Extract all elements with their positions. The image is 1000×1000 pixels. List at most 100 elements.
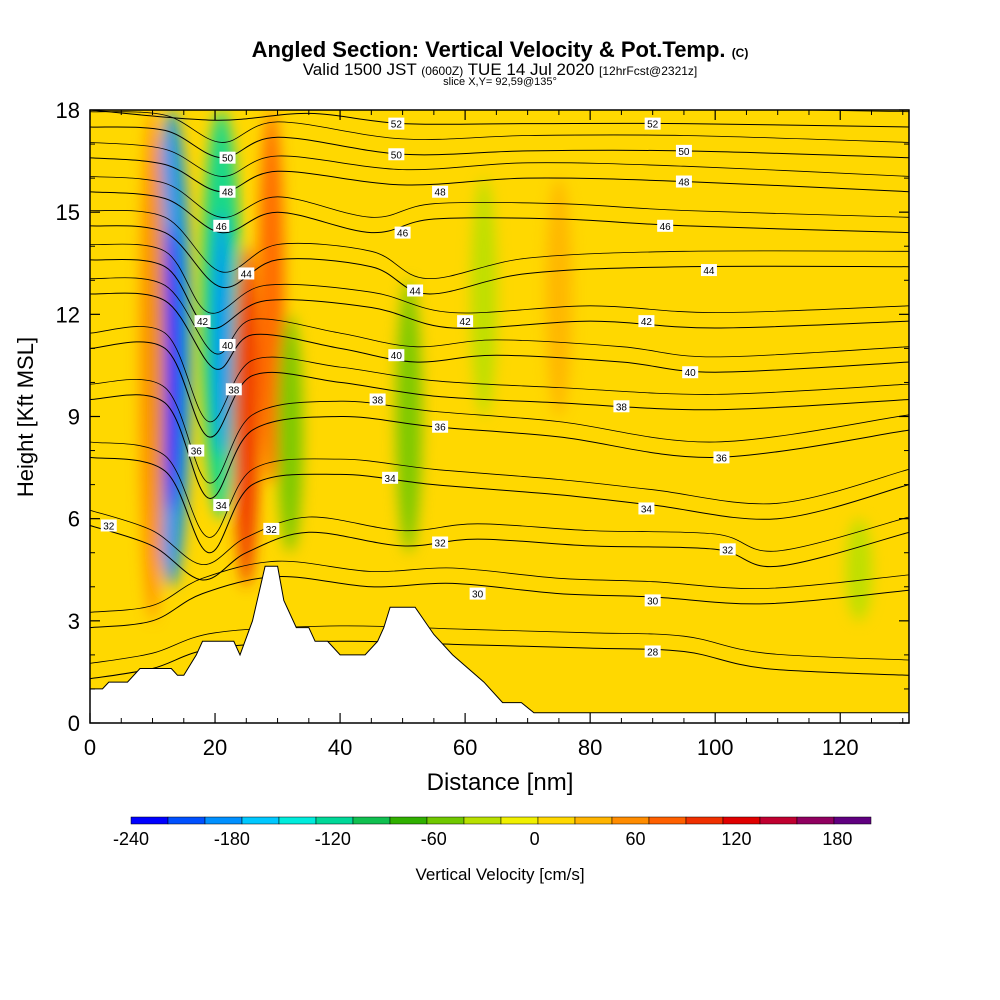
isentrope-label: 40 (222, 341, 234, 352)
velocity-core (162, 225, 181, 512)
isentrope-28 (90, 640, 909, 680)
isentrope-label: 48 (222, 188, 234, 199)
isentrope-label: 34 (385, 474, 397, 485)
colorbar-tick-label: 0 (530, 829, 540, 849)
velocity-cell (258, 110, 285, 485)
isentrope-label-bg (613, 400, 630, 413)
colorbar-swatch (722, 816, 761, 825)
isentrope-52 (90, 110, 909, 128)
colorbar-tick-label: -240 (113, 829, 149, 849)
isentrope-48 (90, 157, 909, 193)
isentrope-label: 36 (435, 423, 447, 434)
isentrope-44 (90, 225, 909, 295)
colorbar-swatch (796, 816, 835, 825)
valid-time-line: Valid 1500 JST (0600Z) TUE 14 Jul 2020 [… (0, 60, 1000, 80)
terrain-mask (90, 565, 909, 723)
x-tick-label: 60 (453, 735, 477, 760)
isentrope-label: 32 (266, 525, 278, 536)
isentrope-minor (90, 379, 909, 484)
y-tick-label: 15 (56, 200, 80, 225)
isentrope-label: 28 (647, 647, 659, 658)
colorbar-swatch (537, 816, 576, 825)
isentrope-minor (90, 326, 909, 423)
velocity-core (212, 211, 231, 457)
chart-title-text: Angled Section: Vertical Velocity & Pot.… (251, 37, 726, 62)
isentrope-38 (90, 341, 909, 438)
isentrope-label: 44 (241, 269, 253, 280)
isentrope-minor (90, 176, 909, 218)
isentrope-label: 46 (660, 222, 672, 233)
isentrope-label-bg (394, 226, 411, 239)
isentrope-label: 36 (716, 453, 728, 464)
chart-title: Angled Section: Vertical Velocity & Pot.… (0, 37, 1000, 63)
isentrope-label: 32 (103, 521, 115, 532)
colorbar-swatch (611, 816, 650, 825)
isentrope-minor (90, 441, 909, 538)
isentrope-label-bg (644, 594, 661, 607)
isentrope-label: 42 (460, 317, 472, 328)
isentrope-label-bg (213, 219, 230, 232)
velocity-cell (233, 246, 260, 587)
colorbar-swatch (574, 816, 613, 825)
colorbar-swatch (833, 816, 872, 825)
velocity-cell (277, 314, 304, 553)
colorbar-swatch (389, 816, 428, 825)
colorbar-swatch (241, 816, 280, 825)
isentrope-label-bg (388, 148, 405, 161)
isentrope-label-bg (100, 519, 117, 532)
isentrope-label-bg (188, 444, 205, 457)
isentrope-label: 30 (472, 590, 484, 601)
x-tick-label: 20 (203, 735, 227, 760)
y-tick-label: 9 (68, 405, 80, 430)
isentrope-label-bg (219, 151, 236, 164)
velocity-cell (395, 280, 422, 553)
isentrope-30 (90, 576, 909, 629)
velocity-cell (139, 110, 166, 621)
isentrope-minor (90, 210, 909, 280)
plot-area: 32 34 36 38 40 42 44 46 48 50 32 34 36 38 40 42 44 46 48 50… (90, 110, 909, 723)
isentrope-label-bg (407, 284, 424, 297)
isentrope-label-bg (675, 144, 692, 157)
y-tick-label: 3 (68, 609, 80, 634)
forecast-info: [12hrFcst@2321z] (599, 64, 698, 78)
colorbar-swatch (463, 816, 502, 825)
isentrope-label: 50 (678, 147, 690, 158)
velocity-field (139, 110, 872, 621)
isentrope-minor (780, 110, 909, 113)
isentrope-label: 36 (191, 447, 203, 458)
isentrope-label: 42 (641, 317, 653, 328)
isentrope-minor (90, 560, 909, 613)
isentrope-label: 46 (216, 222, 228, 233)
isentrope-label: 32 (435, 539, 447, 550)
isentrope-label-bg (457, 315, 474, 328)
colorbar-swatch (759, 816, 798, 825)
isentrope-label: 52 (391, 120, 403, 131)
colorbar-tick-label: -60 (421, 829, 447, 849)
isentrope-label: 34 (216, 501, 228, 512)
isentrope-label: 38 (228, 385, 240, 396)
y-tick-label: 6 (68, 507, 80, 532)
isentrope-label-bg (194, 315, 211, 328)
valid-prefix: Valid 1500 JST (302, 60, 417, 79)
colorbar-swatch (315, 816, 354, 825)
colorbar-swatch (352, 816, 391, 825)
isentrope-46 (90, 191, 909, 234)
velocity-cell (470, 178, 497, 417)
isentrope-label-bg (713, 451, 730, 464)
isentrope-label-bg (644, 645, 661, 658)
isentrope-minor (90, 625, 909, 664)
slice-info: slice X,Y= 92,59@135° (443, 76, 557, 88)
isentrope-label-bg (382, 471, 399, 484)
isentrope-label: 48 (678, 178, 690, 189)
isentrope-label: 52 (647, 120, 659, 131)
isentrope-label: 46 (397, 229, 409, 240)
isentrope-label-bg (719, 543, 736, 556)
colorbar-tick-label: 120 (721, 829, 751, 849)
isentrope-label-bg (213, 499, 230, 512)
colorbar-label: Vertical Velocity [cm/s] (415, 865, 584, 884)
isentrope-label-bg (638, 315, 655, 328)
isentrope-42 (90, 258, 909, 330)
x-tick-label: 120 (822, 735, 859, 760)
